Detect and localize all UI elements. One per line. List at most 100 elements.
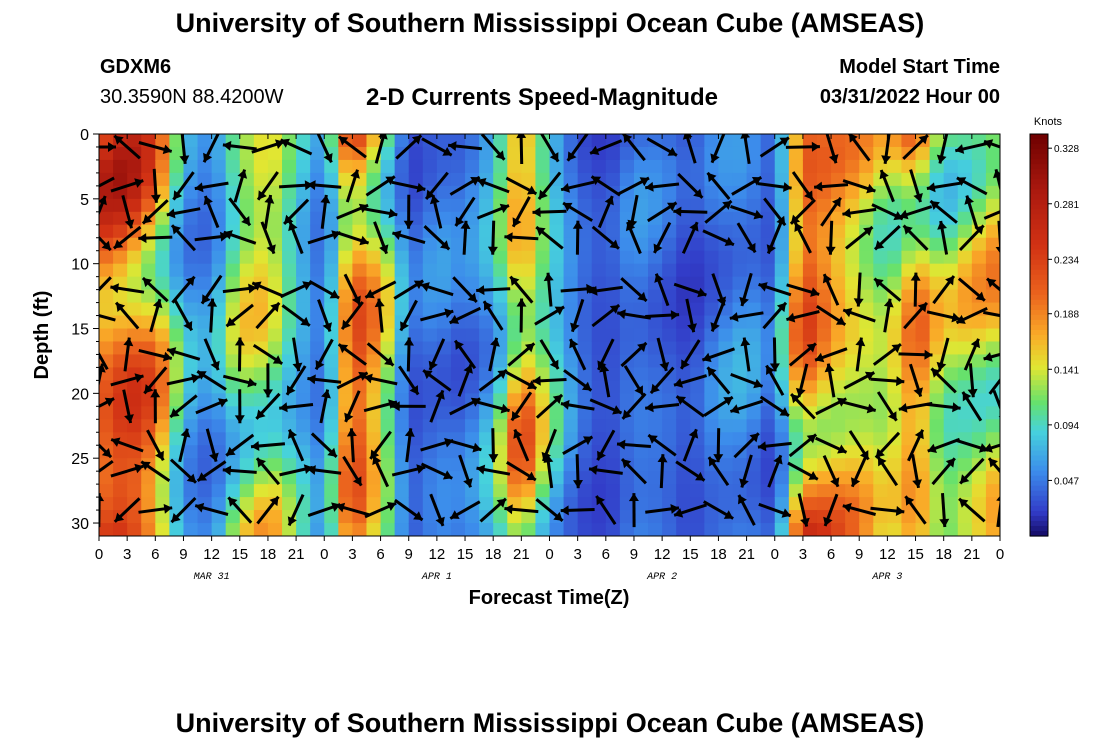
heatmap-cell bbox=[760, 289, 776, 304]
heatmap-cell bbox=[507, 263, 522, 278]
heatmap-cell bbox=[788, 237, 804, 252]
heatmap-cell bbox=[324, 354, 339, 369]
heatmap-cell bbox=[465, 484, 480, 498]
heatmap-cell bbox=[774, 276, 790, 291]
heatmap-cell bbox=[422, 237, 438, 252]
heatmap-cell bbox=[957, 510, 973, 524]
heatmap-cell bbox=[169, 134, 185, 148]
heatmap-cell bbox=[957, 341, 973, 356]
heatmap-cell bbox=[957, 224, 973, 239]
heatmap-cell bbox=[873, 523, 888, 536]
heatmap-cell bbox=[507, 250, 522, 265]
heatmap-cell bbox=[929, 497, 945, 511]
heatmap-cell bbox=[887, 134, 903, 148]
colorbar-band bbox=[1030, 329, 1048, 336]
heatmap-cell bbox=[690, 484, 705, 498]
heatmap-cell bbox=[394, 523, 410, 536]
colorbar-band bbox=[1030, 370, 1048, 376]
heatmap-cell bbox=[816, 523, 832, 536]
current-arrow bbox=[281, 304, 311, 327]
heatmap-cell bbox=[873, 497, 888, 511]
heatmap-cell bbox=[535, 250, 551, 265]
current-arrow bbox=[374, 298, 385, 333]
heatmap-cell bbox=[662, 380, 677, 394]
heatmap-cell bbox=[577, 328, 593, 343]
heatmap-cell bbox=[127, 354, 142, 369]
heatmap-cell bbox=[704, 510, 720, 524]
heatmap-cell bbox=[873, 484, 888, 498]
heatmap-cell bbox=[915, 458, 931, 472]
heatmap-cell bbox=[282, 458, 297, 472]
heatmap-cell bbox=[901, 185, 917, 200]
current-arrow bbox=[457, 363, 473, 397]
current-arrow bbox=[961, 391, 983, 422]
heatmap-cell bbox=[887, 276, 903, 291]
heatmap-cell bbox=[422, 172, 438, 187]
heatmap-cell bbox=[774, 146, 790, 161]
colorbar-band bbox=[1030, 264, 1048, 271]
heatmap-cell bbox=[943, 289, 959, 304]
current-arrow bbox=[479, 497, 507, 523]
heatmap-cell bbox=[352, 159, 368, 174]
heatmap-cell bbox=[859, 432, 874, 446]
colorbar-band bbox=[1030, 365, 1048, 371]
heatmap-cell bbox=[732, 250, 748, 265]
heatmap-cell bbox=[296, 406, 311, 420]
heatmap-cell bbox=[267, 224, 283, 239]
heatmap-cell bbox=[436, 445, 452, 459]
heatmap-cell bbox=[211, 159, 227, 174]
heatmap-cell bbox=[225, 419, 241, 433]
heatmap-cell bbox=[732, 211, 748, 226]
heatmap-cell bbox=[324, 484, 339, 498]
current-arrow bbox=[364, 280, 397, 299]
heatmap-cell bbox=[141, 159, 156, 174]
heatmap-cell bbox=[690, 458, 705, 472]
heatmap-cell bbox=[788, 406, 804, 420]
current-arrow bbox=[842, 207, 877, 218]
x-tick-label: 9 bbox=[630, 546, 638, 563]
heatmap-cell bbox=[493, 380, 508, 394]
current-arrow bbox=[713, 428, 724, 463]
heatmap-cell bbox=[169, 497, 185, 511]
heatmap-cell bbox=[648, 289, 663, 304]
current-arrow bbox=[506, 461, 537, 482]
heatmap-cell bbox=[408, 471, 424, 485]
heatmap-cell bbox=[394, 484, 410, 498]
heatmap-cell bbox=[422, 419, 438, 433]
heatmap-cell bbox=[943, 328, 959, 343]
heatmap-cell bbox=[197, 523, 213, 536]
heatmap-cell bbox=[253, 134, 269, 148]
heatmap-cell bbox=[619, 484, 635, 498]
current-arrow bbox=[150, 168, 161, 203]
x-tick-label: 0 bbox=[996, 546, 1004, 563]
heatmap-cell bbox=[141, 497, 156, 511]
current-arrow bbox=[453, 339, 477, 370]
heatmap-cell bbox=[282, 484, 297, 498]
heatmap-cell bbox=[422, 341, 438, 356]
current-arrow bbox=[166, 347, 201, 361]
current-arrow bbox=[909, 169, 923, 203]
heatmap-cell bbox=[690, 276, 705, 291]
heatmap-cell bbox=[197, 224, 213, 239]
current-arrow bbox=[673, 503, 707, 518]
heatmap-cell bbox=[450, 367, 466, 381]
heatmap-cell bbox=[113, 445, 128, 459]
current-arrow bbox=[657, 454, 668, 489]
heatmap-cell bbox=[535, 172, 551, 187]
x-tick-label: 21 bbox=[513, 546, 530, 563]
heatmap-cell bbox=[239, 185, 255, 200]
heatmap-cell bbox=[901, 263, 917, 278]
current-arrow bbox=[599, 363, 611, 398]
heatmap-cell bbox=[155, 380, 170, 394]
heatmap-cell bbox=[282, 276, 297, 291]
current-arrow bbox=[141, 276, 169, 303]
heatmap-cell bbox=[591, 406, 607, 420]
heatmap-cell bbox=[493, 393, 508, 407]
heatmap-cell bbox=[760, 419, 776, 433]
x-tick-label: 18 bbox=[935, 546, 952, 563]
current-arrow bbox=[195, 398, 228, 415]
current-arrow bbox=[563, 369, 593, 392]
heatmap-cell bbox=[563, 458, 579, 472]
heatmap-cell bbox=[732, 380, 748, 394]
heatmap-cell bbox=[296, 510, 311, 524]
